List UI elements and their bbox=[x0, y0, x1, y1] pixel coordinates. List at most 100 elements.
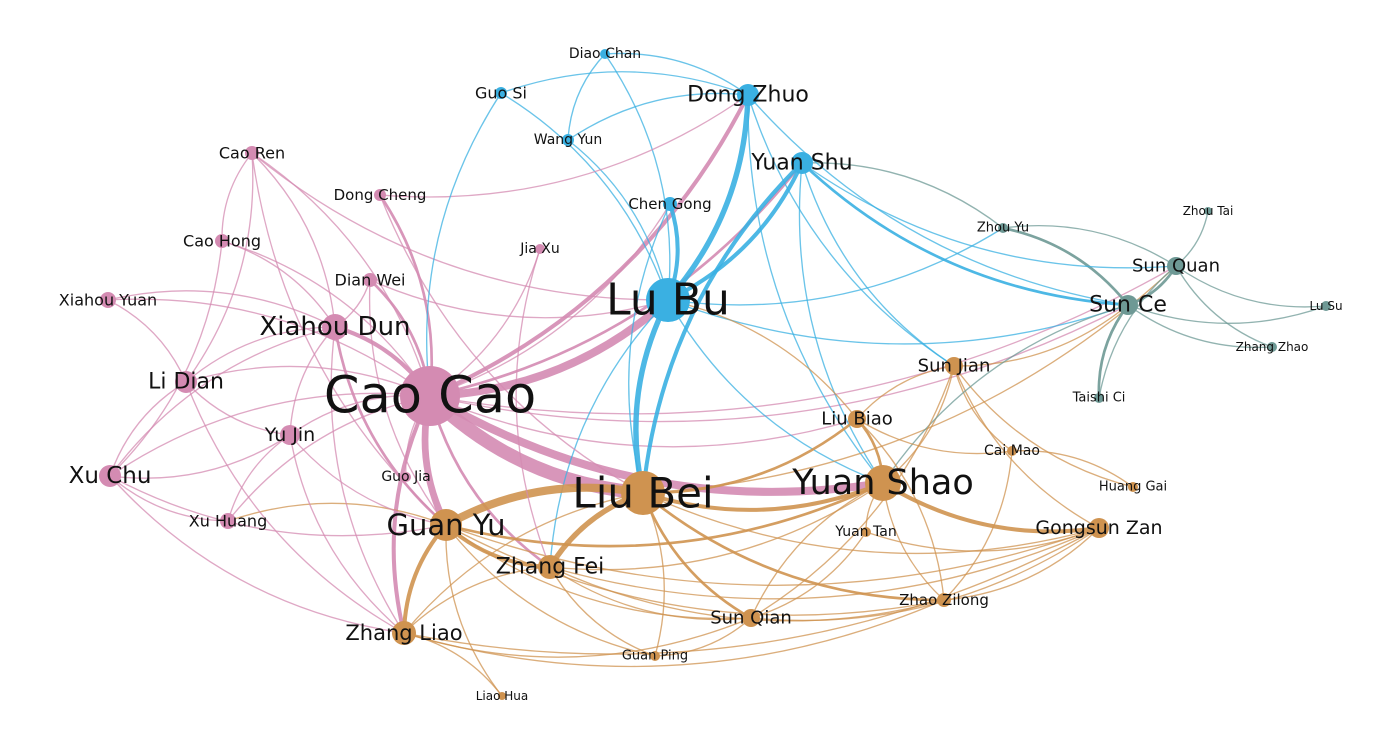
edge-sun-ce-taishi-ci bbox=[1097, 303, 1130, 400]
node-yuan-shu[interactable] bbox=[791, 152, 813, 174]
node-layer bbox=[99, 49, 1331, 700]
node-zhang-liao[interactable] bbox=[392, 621, 416, 645]
edge-sun-qian-yuan-tan bbox=[750, 531, 867, 619]
edge-xiahou-dun-li-dian bbox=[185, 326, 336, 383]
node-li-dian[interactable] bbox=[175, 371, 197, 393]
node-diao-chan[interactable] bbox=[600, 49, 610, 59]
node-dong-zhuo[interactable] bbox=[737, 84, 759, 106]
node-yu-jin[interactable] bbox=[280, 425, 300, 445]
node-zhang-zhao[interactable] bbox=[1267, 342, 1277, 352]
edge-cao-cao-xiahou-yuan bbox=[107, 298, 431, 397]
node-sun-jian[interactable] bbox=[945, 357, 963, 375]
node-xiahou-yuan[interactable] bbox=[100, 292, 116, 308]
edge-sun-quan-lu-su bbox=[1175, 265, 1327, 308]
node-label-zhao-zilong: Zhao Zilong bbox=[899, 591, 989, 609]
node-cao-cao[interactable] bbox=[400, 366, 460, 426]
node-yuan-shao[interactable] bbox=[865, 465, 901, 501]
node-jia-xu[interactable] bbox=[535, 244, 545, 254]
node-liao-hua[interactable] bbox=[498, 692, 506, 700]
edge-liu-biao-cai-mao bbox=[856, 418, 1013, 455]
node-label-cai-mao: Cai Mao bbox=[984, 443, 1040, 459]
node-zhao-zilong[interactable] bbox=[937, 593, 951, 607]
edge-sun-jian-liu-biao bbox=[856, 365, 955, 420]
node-dong-cheng[interactable] bbox=[374, 189, 386, 201]
node-gongsun-zan[interactable] bbox=[1089, 518, 1109, 538]
edge-xiahou-dun-xu-chu bbox=[109, 326, 336, 477]
node-label-sun-qian: Sun Qian bbox=[710, 608, 792, 629]
node-guan-ping[interactable] bbox=[650, 651, 660, 661]
edge-dong-zhuo-sun-ce bbox=[747, 94, 1129, 306]
edge-guan-ping-sun-qian bbox=[654, 617, 752, 657]
edge-cao-ren-cao-hong bbox=[221, 152, 253, 242]
edge-cao-cao-cao-ren bbox=[251, 152, 431, 397]
node-zhou-tai[interactable] bbox=[1204, 207, 1212, 215]
node-taishi-ci[interactable] bbox=[1094, 393, 1104, 403]
node-label-yuan-shu: Yuan Shu bbox=[750, 151, 852, 176]
node-xiahou-dun[interactable] bbox=[322, 314, 348, 340]
edge-guan-yu-gongsun-zan bbox=[445, 524, 1100, 586]
node-guo-jia[interactable] bbox=[401, 472, 411, 482]
edge-zhang-liao-zhao-zilong bbox=[403, 599, 945, 668]
edge-cao-cao-xu-chu bbox=[109, 392, 431, 477]
node-wang-yun[interactable] bbox=[562, 134, 574, 146]
edge-xu-chu-xu-huang bbox=[109, 475, 229, 522]
node-lu-su[interactable] bbox=[1321, 301, 1331, 311]
edge-li-dian-zhang-liao bbox=[185, 381, 405, 634]
node-label-sun-quan: Sun Quan bbox=[1132, 256, 1220, 277]
node-label-liu-bei: Liu Bei bbox=[572, 469, 713, 518]
node-zhou-yu[interactable] bbox=[998, 223, 1008, 233]
node-cai-mao[interactable] bbox=[1007, 446, 1017, 456]
node-dian-wei[interactable] bbox=[363, 273, 377, 287]
label-layer: Cao Cao Lu Bu Liu Bei Yuan Shao Guan Yu Xiaho… bbox=[59, 46, 1343, 703]
node-label-xu-chu: Xu Chu bbox=[69, 463, 152, 489]
edge-xiahou-dun-cao-ren bbox=[251, 152, 336, 328]
edge-zhou-yu-yuan-shu bbox=[801, 162, 1004, 229]
node-sun-ce[interactable] bbox=[1118, 295, 1138, 315]
node-guo-si[interactable] bbox=[495, 87, 507, 99]
node-label-zhang-liao: Zhang Liao bbox=[345, 621, 462, 645]
node-label-taishi-ci: Taishi Ci bbox=[1072, 391, 1126, 406]
edge-sun-jian-gongsun-zan bbox=[953, 365, 1100, 529]
edge-cao-cao-chen-gong bbox=[429, 203, 671, 397]
edge-xiahou-dun-yu-jin bbox=[289, 326, 336, 436]
edge-yuan-shao-sun-qian bbox=[750, 482, 884, 619]
edge-dong-zhuo-guo-si bbox=[500, 71, 749, 96]
node-label-xiahou-dun: Xiahou Dun bbox=[259, 312, 410, 342]
node-cao-ren[interactable] bbox=[245, 146, 259, 160]
node-xu-huang[interactable] bbox=[220, 513, 236, 529]
node-label-jia-xu: Jia Xu bbox=[519, 241, 560, 257]
node-label-zhang-zhao: Zhang Zhao bbox=[1236, 340, 1309, 354]
edge-yuan-shu-sun-ce bbox=[800, 161, 1130, 307]
edge-liu-bei-gongsun-zan bbox=[642, 492, 1100, 555]
node-sun-qian[interactable] bbox=[742, 609, 760, 627]
node-label-dong-zhuo: Dong Zhuo bbox=[687, 83, 809, 108]
node-huang-gai[interactable] bbox=[1128, 482, 1138, 492]
edge-cao-cao-liu-biao bbox=[429, 395, 858, 448]
edge-jia-xu-zhang-fei bbox=[515, 248, 551, 568]
edge-dong-zhuo-diao-chan bbox=[604, 52, 749, 96]
edge-cao-ren-lu-bu bbox=[251, 152, 669, 301]
edge-lu-bu-liu-bei bbox=[633, 297, 671, 496]
edge-liu-bei-sun-quan bbox=[642, 265, 1177, 494]
edge-zhao-zilong-liu-biao bbox=[856, 418, 945, 601]
edge-zhang-fei-sun-qian bbox=[549, 566, 752, 621]
node-liu-bei[interactable] bbox=[621, 471, 665, 515]
edge-cao-cao-li-dian bbox=[185, 365, 431, 397]
edge-liu-bei-yuan-shao bbox=[640, 480, 886, 512]
edge-lu-bu-wang-yun bbox=[567, 139, 669, 301]
node-xu-chu[interactable] bbox=[99, 465, 121, 487]
node-lu-bu[interactable] bbox=[646, 278, 690, 322]
node-label-dian-wei: Dian Wei bbox=[335, 271, 406, 290]
node-label-cao-ren: Cao Ren bbox=[219, 144, 285, 163]
node-yuan-tan[interactable] bbox=[861, 527, 871, 537]
node-liu-biao[interactable] bbox=[848, 410, 866, 428]
node-chen-gong[interactable] bbox=[663, 197, 677, 211]
edge-sun-ce-yuan-shao bbox=[882, 304, 1129, 484]
node-guan-yu[interactable] bbox=[430, 509, 462, 541]
edge-cao-cao-sun-ce bbox=[429, 304, 1129, 423]
node-sun-quan[interactable] bbox=[1167, 257, 1185, 275]
node-zhang-fei[interactable] bbox=[538, 555, 562, 579]
node-cao-hong[interactable] bbox=[215, 234, 229, 248]
edge-xiahou-dun-xiahou-yuan bbox=[107, 290, 336, 328]
